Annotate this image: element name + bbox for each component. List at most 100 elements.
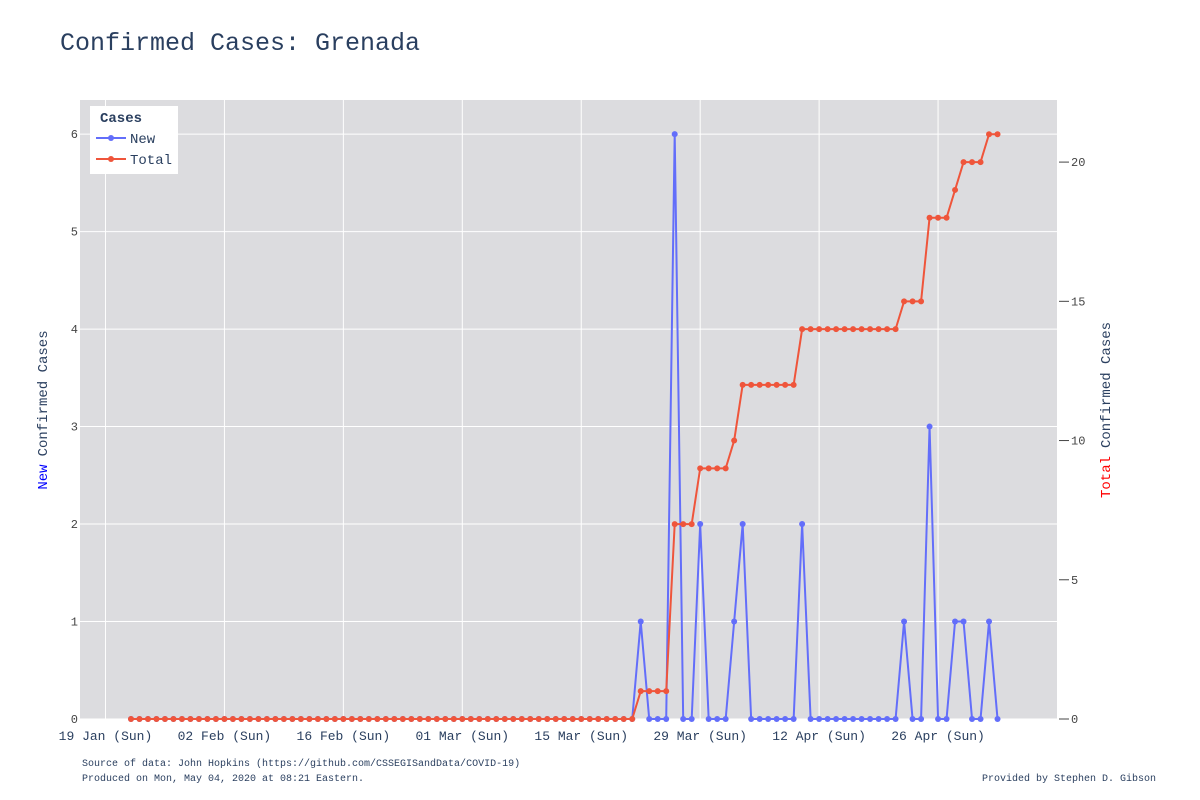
series-point [204,716,211,722]
series-point [425,716,432,722]
series-point [127,716,134,722]
series-point [986,131,993,138]
series-point [765,716,772,722]
series-point [705,465,712,472]
series-point [909,716,916,722]
series-point [663,688,670,695]
series-point [671,521,678,528]
series-point [501,716,508,722]
series-point [680,521,687,528]
series-point [399,716,406,722]
series-point [850,716,857,722]
series-point [901,298,908,305]
series-point [799,326,806,333]
series-point [926,423,933,430]
series-point [518,716,525,722]
series-point [705,716,712,722]
series-point [892,716,899,722]
series-point [382,716,389,722]
y-axis-label: New Confirmed Cases [36,330,52,489]
series-point [663,716,670,722]
series-point [867,716,874,722]
series-point [433,716,440,722]
y-tick-label: 1 [71,616,78,630]
series-point [756,716,763,722]
series-point [714,716,721,722]
series-point [722,716,729,722]
series-point [697,465,704,472]
credit-note: Provided by Stephen D. Gibson [982,773,1156,785]
series-point [229,716,236,722]
y2-tick-label: 20 [1071,156,1085,170]
y2-label-rest: Confirmed Cases [1099,322,1115,448]
series-point [280,716,287,722]
series-point [331,716,338,722]
legend-label: New [130,132,156,148]
legend-label: Total [130,153,172,169]
produced-note: Produced on Mon, May 04, 2020 at 08:21 E… [82,773,364,785]
series-point [484,716,491,722]
series-point [807,716,814,722]
series-point [977,716,984,722]
series-point [586,716,593,722]
series-point [340,716,347,722]
y-tick-label: 0 [71,713,78,727]
y-tick-label: 5 [71,226,78,240]
series-point [646,688,653,695]
y-label-highlight: New [36,464,52,490]
series-point [535,716,542,722]
legend-title: Cases [100,111,142,127]
series-point [748,716,755,722]
series-point [722,465,729,472]
series-point [629,716,636,722]
series-point [178,716,185,722]
series-point [161,716,168,722]
x-tick-label: 19 Jan (Sun) [59,729,153,744]
series-point [238,716,245,722]
series-point [952,618,959,625]
series-point [136,716,143,722]
source-note: Source of data: John Hopkins (https://gi… [82,758,520,770]
series-point [654,716,661,722]
series-point [977,159,984,166]
series-point [816,716,823,722]
series-point [187,716,194,722]
series-point [833,716,840,722]
series-point [612,716,619,722]
series-point [807,326,814,333]
series-point [595,716,602,722]
y2-axis-label: Total Confirmed Cases [1099,322,1115,498]
legend-marker [108,135,114,141]
y-tick-label: 4 [71,323,78,337]
series-point [994,716,1001,722]
series-point [858,716,865,722]
series-point [943,716,950,722]
legend-box [90,106,178,174]
series-point [620,716,627,722]
series-point [212,716,219,722]
y2-tick-label: 5 [1071,574,1078,588]
series-point [637,618,644,625]
series-point [289,716,296,722]
series-point [875,716,882,722]
series-point [246,716,253,722]
series-point [943,214,950,221]
y2-tick-label: 15 [1071,295,1085,309]
series-point [476,716,483,722]
series-point [790,381,797,388]
y-tick-label: 2 [71,518,78,532]
x-tick-label: 26 Apr (Sun) [891,729,985,744]
series-point [739,521,746,528]
series-point [569,716,576,722]
series-point [824,326,831,333]
x-tick-label: 29 Mar (Sun) [653,729,747,744]
x-tick-label: 16 Feb (Sun) [297,729,391,744]
series-point [467,716,474,722]
series-point [960,159,967,166]
marks [127,131,1001,722]
series-point [697,521,704,528]
series-point [510,716,517,722]
series-point [714,465,721,472]
series-point [442,716,449,722]
